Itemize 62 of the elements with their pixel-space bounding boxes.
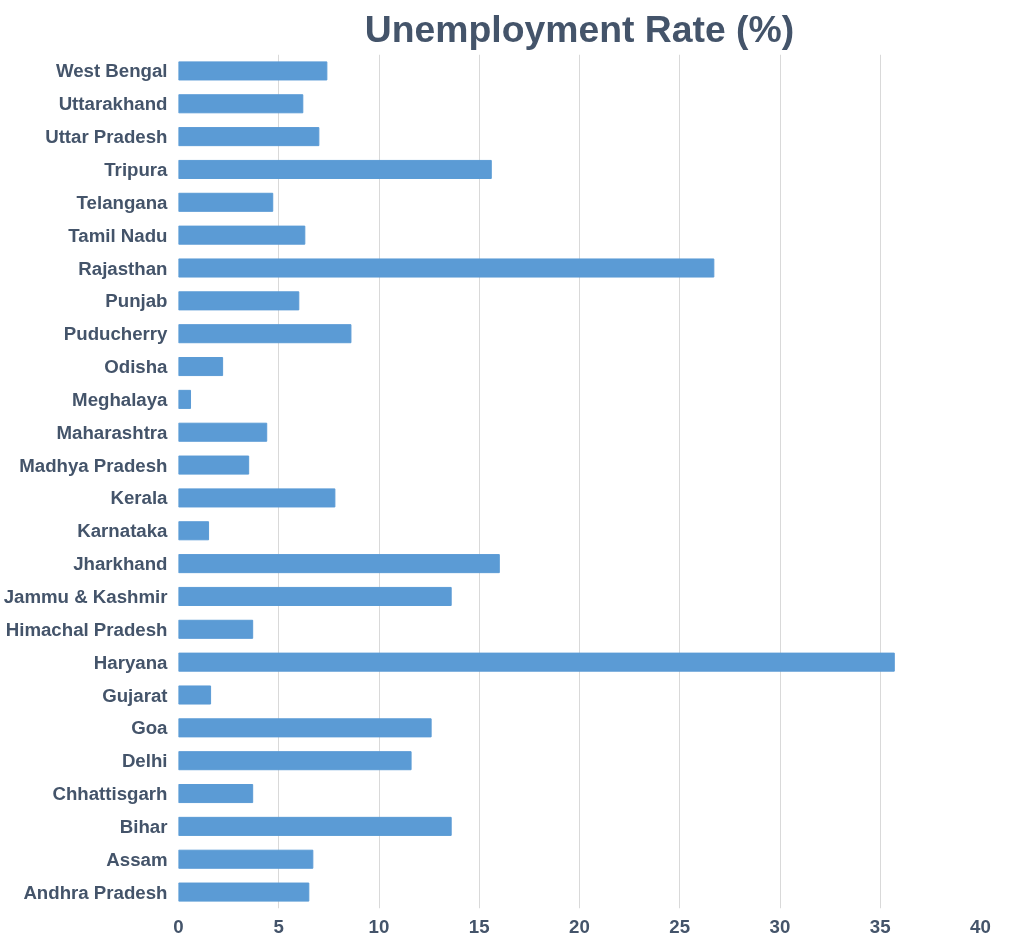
x-tick-label: 15 — [468, 915, 490, 937]
y-tick-label: Madhya Pradesh — [19, 454, 168, 476]
y-tick-label: Himachal Pradesh — [5, 618, 168, 640]
y-tick-label: Andhra Pradesh — [23, 881, 168, 903]
chart-title: Unemployment Rate (%) — [364, 7, 795, 50]
y-tick-label: Rajasthan — [78, 257, 168, 279]
bar — [178, 324, 352, 344]
y-tick-label: Jammu & Kashmir — [3, 585, 168, 607]
bar — [178, 389, 192, 409]
y-tick-label: Chhattisgarh — [52, 783, 168, 805]
y-tick-label: Goa — [131, 717, 169, 739]
x-tick-label: 0 — [173, 915, 184, 937]
bar — [178, 225, 306, 245]
bar — [178, 455, 250, 475]
bar — [178, 291, 300, 311]
y-tick-label: Tamil Nadu — [68, 224, 168, 246]
y-tick-label: Meghalaya — [72, 388, 169, 410]
bar — [178, 586, 452, 606]
x-tick-label: 5 — [273, 915, 284, 937]
bar — [178, 192, 274, 212]
bar — [178, 258, 715, 278]
bar — [178, 357, 224, 377]
y-tick-label: Bihar — [119, 815, 168, 837]
y-tick-label: Odisha — [104, 356, 169, 378]
bar — [178, 751, 412, 771]
y-tick-label: Gujarat — [102, 684, 168, 706]
bar — [178, 784, 254, 804]
bar — [178, 488, 336, 508]
y-tick-label: Delhi — [121, 750, 168, 772]
bar — [178, 127, 320, 147]
x-tick-label: 25 — [669, 915, 691, 937]
y-tick-label: Assam — [106, 848, 168, 870]
x-tick-label: 20 — [569, 915, 590, 937]
y-tick-label: Punjab — [105, 290, 168, 312]
bar — [178, 849, 314, 869]
y-tick-label: Puducherry — [63, 323, 169, 345]
y-tick-label: West Bengal — [55, 60, 168, 82]
x-tick-label: 35 — [869, 915, 891, 937]
bar — [178, 685, 212, 705]
x-tick-label: 30 — [769, 915, 791, 937]
y-tick-label: Karnataka — [77, 520, 169, 542]
bar — [178, 882, 310, 902]
y-tick-label: Tripura — [104, 158, 169, 180]
bar — [178, 422, 268, 442]
bar — [178, 61, 328, 81]
y-tick-label: Uttarakhand — [58, 93, 168, 115]
y-tick-label: Haryana — [93, 651, 169, 673]
bar — [178, 816, 452, 836]
bar — [178, 94, 304, 114]
y-tick-label: Maharashtra — [56, 421, 169, 443]
y-tick-label: Uttar Pradesh — [45, 126, 168, 148]
bar — [178, 619, 254, 639]
y-tick-label: Telangana — [76, 191, 169, 213]
bar — [178, 159, 492, 179]
y-tick-label: Kerala — [110, 487, 169, 509]
bar — [178, 521, 210, 541]
x-tick-label: 10 — [368, 915, 390, 937]
bar — [178, 718, 432, 738]
bar — [178, 554, 500, 574]
bar — [178, 652, 895, 672]
y-tick-label: Jharkhand — [73, 553, 168, 575]
x-tick-label: 40 — [970, 915, 991, 937]
